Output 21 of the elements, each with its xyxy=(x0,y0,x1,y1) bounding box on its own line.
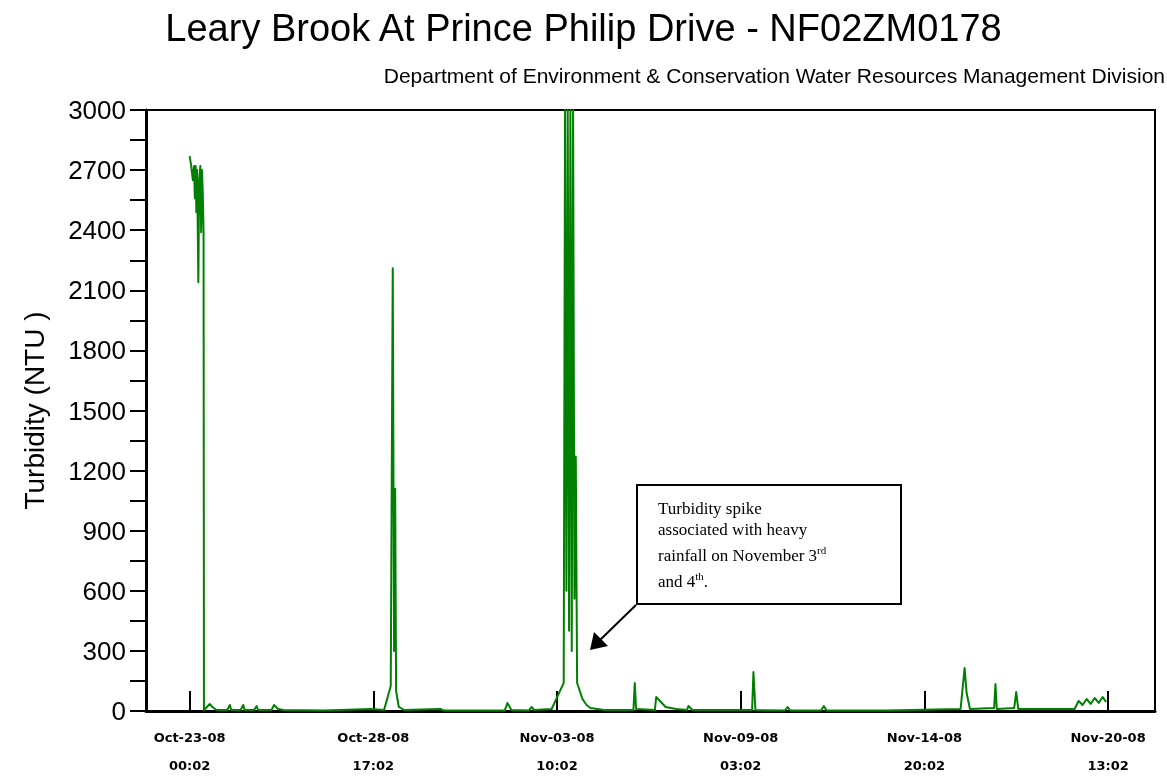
x-tick-label: Nov-09-08 03:02 xyxy=(703,729,779,773)
y-tick-label: 900 xyxy=(82,515,126,546)
y-tick-label: 300 xyxy=(82,635,126,666)
y-tick-label: 2400 xyxy=(68,215,126,246)
y-tick-label: 2700 xyxy=(68,155,126,186)
x-tick-label: Nov-03-08 10:02 xyxy=(519,729,595,773)
chart-title: Leary Brook At Prince Philip Drive - NF02ZM0178 xyxy=(165,7,1002,49)
x-tick-label: Nov-20-08 13:02 xyxy=(1070,729,1146,773)
y-tick-label: 1800 xyxy=(68,335,126,366)
y-tick-label: 0 xyxy=(111,696,126,726)
y-tick-label: 3000 xyxy=(68,95,126,125)
x-tick-label: Oct-23-08 00:02 xyxy=(153,729,226,773)
y-tick-label: 2100 xyxy=(68,275,126,306)
callout-box: Turbidity spike associated with heavy rainfall on November 3$^{rd}$ and 4$^{th}$. xyxy=(636,484,902,606)
y-tick-label: 1200 xyxy=(68,455,126,486)
y-tick-label: 600 xyxy=(82,575,126,606)
y-axis-title: Turbidity (NTU ) xyxy=(18,311,50,510)
y-tick-label: 1500 xyxy=(68,395,126,426)
x-tick-label: Oct-28-08 17:02 xyxy=(337,729,410,773)
x-tick-label: Nov-14-08 20:02 xyxy=(886,729,963,773)
chart-subtitle: Department of Environment & Conservation Water Resources Management Division xyxy=(383,64,1165,87)
